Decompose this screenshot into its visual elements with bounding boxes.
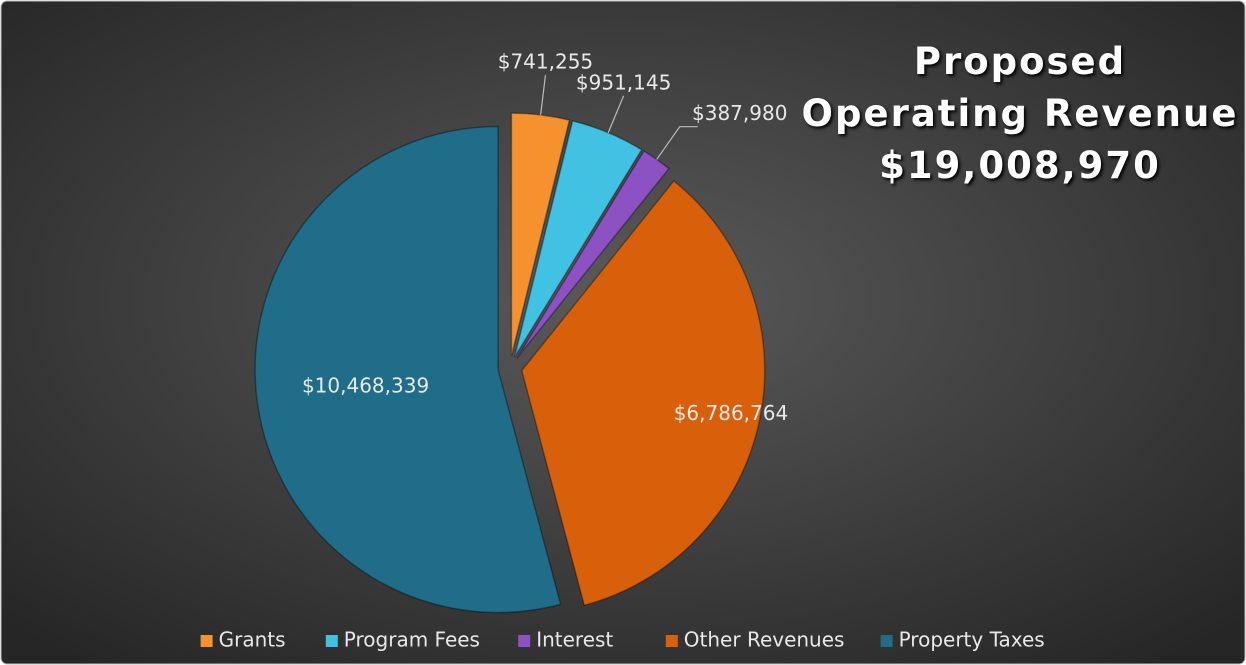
chart-title: Proposed Operating Revenue <box>801 40 1239 135</box>
legend-label: Grants <box>219 628 286 652</box>
legend-label: Property Taxes <box>899 628 1045 652</box>
leader-line <box>540 75 547 115</box>
leader-line <box>607 95 625 133</box>
chart-subtitle: $19,008,970 <box>879 144 1161 187</box>
pie-slice <box>520 179 766 607</box>
data-label: $951,145 <box>576 70 671 94</box>
legend-swatch <box>665 635 678 647</box>
legend-label: Other Revenues <box>684 628 845 652</box>
data-label: $387,980 <box>692 101 787 125</box>
pie-slice <box>254 125 562 614</box>
data-label: $6,786,764 <box>674 401 789 425</box>
legend-swatch <box>518 635 531 647</box>
legend-swatch <box>200 635 213 647</box>
legend-label: Interest <box>536 628 613 652</box>
data-label: $10,468,339 <box>302 373 429 397</box>
data-label: $741,255 <box>498 50 593 74</box>
leader-line <box>656 126 698 160</box>
legend-label: Program Fees <box>344 628 480 652</box>
legend-swatch <box>880 635 893 647</box>
pie-slice <box>510 112 571 357</box>
legend-swatch <box>325 635 338 647</box>
